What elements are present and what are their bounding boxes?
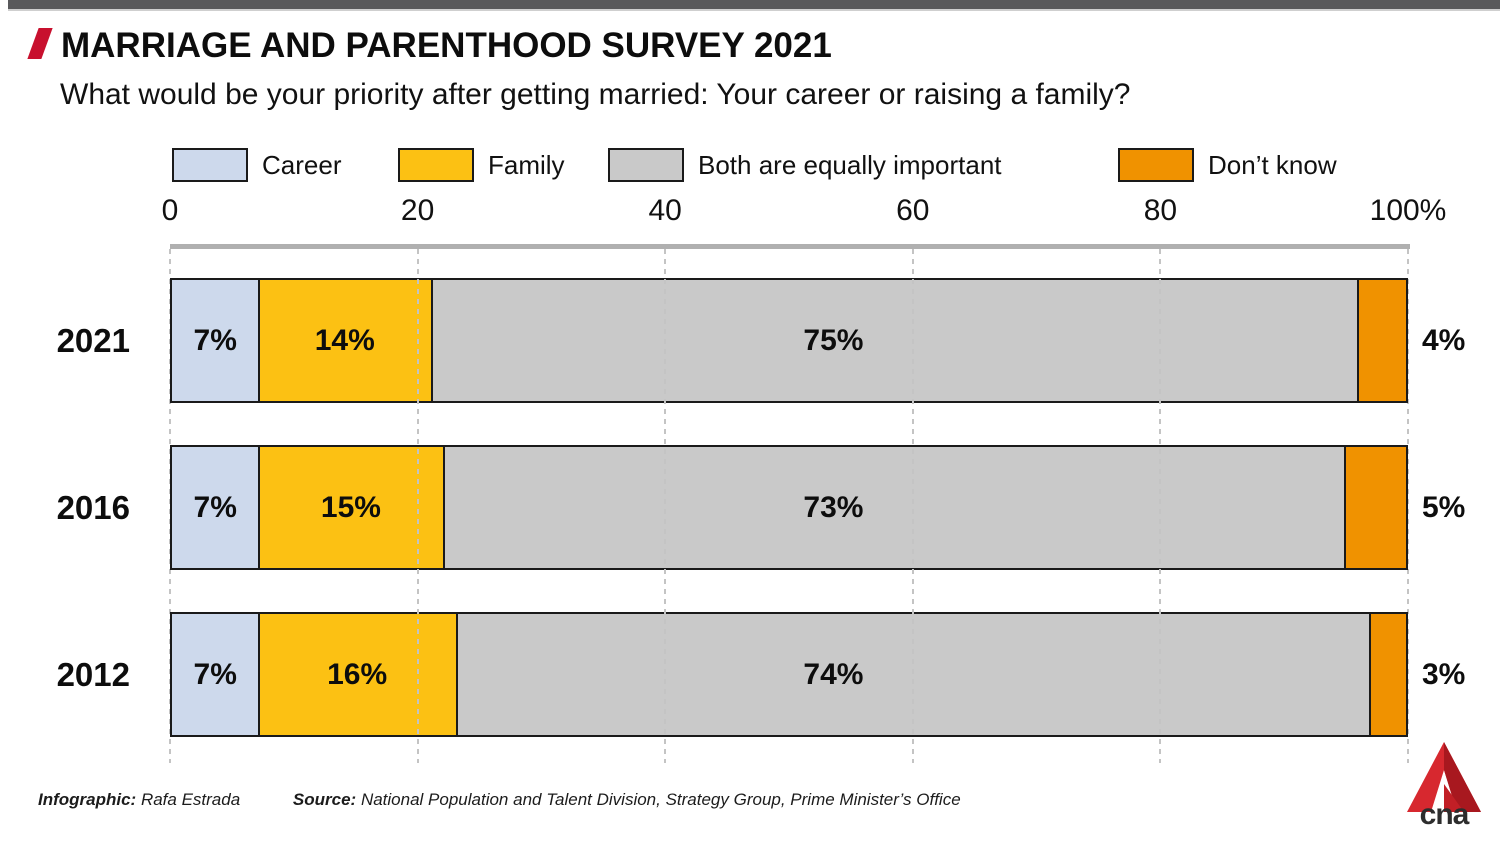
bar-row-2021: 2021 4% 7% 14% 75%	[0, 278, 1500, 403]
legend-swatch-family	[398, 148, 474, 182]
legend-item-career: Career	[172, 147, 341, 183]
infographic-label: Infographic:	[38, 790, 137, 809]
segment-career-2012	[172, 614, 259, 735]
segment-both-are-equally-important-2021	[431, 280, 1357, 401]
value-label-career-2016: 7%	[193, 490, 237, 524]
bar-row-2012: 2012 3% 7% 16% 74%	[0, 612, 1500, 737]
x-axis-line	[170, 244, 1410, 249]
legend-label-both: Both are equally important	[698, 149, 1002, 180]
value-label-don-t-know-2021: 4%	[1422, 323, 1466, 357]
value-label-don-t-know-2012: 3%	[1422, 657, 1466, 691]
x-tick-80: 80	[1143, 194, 1178, 227]
gridline-100	[1407, 249, 1409, 763]
infographic-value: Rafa Estrada	[140, 790, 241, 809]
footer-credits: Infographic: Rafa Estrada Source: Nation…	[38, 790, 961, 810]
value-label-career-2012: 7%	[193, 657, 237, 691]
source-label: Source:	[292, 790, 357, 809]
legend-label-career: Career	[262, 149, 342, 180]
source-value: National Population and Talent Division,…	[360, 790, 961, 809]
x-tick-100: 100%	[1369, 194, 1447, 227]
year-label-2016: 2016	[56, 488, 130, 526]
segment-career-2016	[172, 447, 259, 568]
segment-don-t-know-2021	[1356, 280, 1406, 401]
legend-item-dont-know: Don’t know	[1118, 147, 1337, 183]
x-tick-60: 60	[896, 194, 930, 227]
gridline-60	[911, 249, 914, 763]
legend-swatch-dont-know	[1118, 148, 1194, 182]
value-label-family-2016: 15%	[320, 490, 381, 524]
x-tick-0: 0	[161, 194, 179, 227]
value-label-career-2021: 7%	[193, 323, 237, 357]
stacked-bar-2021: 7% 14% 75%	[170, 278, 1408, 403]
legend-label-dont-know: Don’t know	[1208, 149, 1337, 180]
segment-both-are-equally-important-2016	[443, 447, 1345, 568]
bar-row-2016: 2016 5% 7% 15% 73%	[0, 445, 1500, 570]
value-label-family-2021: 14%	[314, 323, 375, 357]
red-slash-icon	[27, 28, 53, 59]
segment-career-2021	[172, 280, 259, 401]
year-label-2012: 2012	[56, 655, 130, 693]
value-label-both-are-equally-important-2012: 74%	[803, 657, 864, 691]
legend-item-both: Both are equally important	[608, 147, 1002, 183]
segment-don-t-know-2012	[1368, 614, 1406, 735]
legend-item-family: Family	[398, 147, 565, 183]
gridline-40	[664, 249, 667, 763]
value-label-both-are-equally-important-2016: 73%	[803, 490, 864, 524]
x-tick-40: 40	[648, 194, 682, 227]
segment-family-2012	[258, 614, 456, 735]
chart-question: What would be your priority after gettin…	[60, 78, 1131, 111]
x-tick-20: 20	[400, 194, 435, 227]
page-title: MARRIAGE AND PARENTHOOD SURVEY 2021	[61, 26, 832, 65]
cna-wordmark: cna	[1420, 798, 1470, 826]
cna-logo: cna	[1407, 742, 1481, 826]
segment-family-2021	[258, 280, 432, 401]
legend-label-family: Family	[488, 149, 565, 180]
value-label-both-are-equally-important-2021: 75%	[803, 323, 864, 357]
segment-don-t-know-2016	[1344, 447, 1406, 568]
value-label-family-2012: 16%	[327, 657, 388, 691]
top-bar	[8, 0, 1500, 11]
legend-swatch-both	[608, 148, 684, 182]
legend-swatch-career	[172, 148, 248, 182]
stacked-bar-2012: 7% 16% 74%	[170, 612, 1408, 737]
gridline-20	[416, 249, 419, 763]
value-label-don-t-know-2016: 5%	[1422, 490, 1466, 524]
stacked-bar-2016: 7% 15% 73%	[170, 445, 1408, 570]
year-label-2021: 2021	[56, 321, 130, 359]
segment-family-2016	[258, 447, 444, 568]
gridline-80	[1159, 249, 1162, 763]
